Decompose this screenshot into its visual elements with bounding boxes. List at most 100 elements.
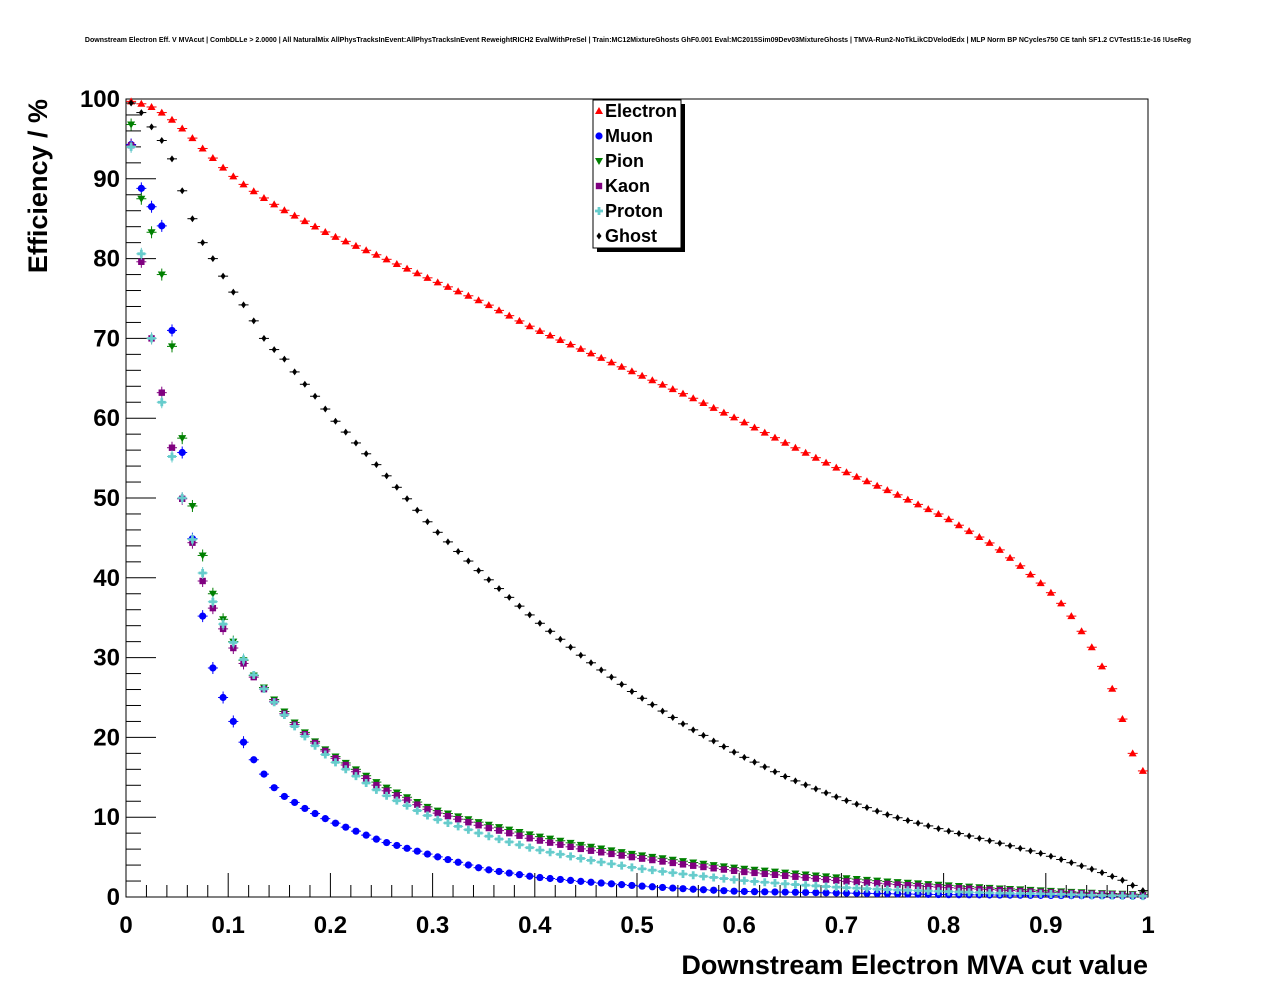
data-point (127, 142, 136, 151)
data-point (782, 773, 788, 781)
data-point (1027, 847, 1033, 855)
y-tick-label: 80 (93, 246, 120, 273)
data-point (628, 853, 636, 861)
data-point (423, 811, 432, 820)
data-point (1087, 891, 1096, 900)
data-point (465, 819, 472, 826)
data-point (741, 868, 748, 876)
data-point (719, 874, 728, 883)
data-point (1077, 627, 1086, 635)
x-tick-label: 0.7 (825, 912, 858, 939)
data-point (709, 403, 718, 411)
data-point (833, 793, 839, 801)
legend-label-ghost: Ghost (605, 226, 657, 246)
data-point (873, 885, 882, 894)
data-point (280, 206, 289, 214)
data-point (454, 287, 463, 295)
data-point (168, 326, 176, 335)
data-point (372, 785, 381, 794)
x-tick-label: 0.3 (416, 912, 449, 939)
data-point (628, 881, 636, 890)
data-point (332, 755, 339, 762)
x-tick-label: 0 (119, 912, 132, 939)
y-tick-label: 90 (93, 166, 120, 193)
data-point (803, 781, 809, 789)
data-point (311, 741, 320, 750)
data-point (760, 878, 769, 887)
data-point (1108, 891, 1117, 900)
data-point (209, 604, 217, 612)
data-point (137, 99, 146, 107)
data-point (363, 450, 369, 458)
data-point (914, 500, 923, 508)
data-point (975, 888, 984, 897)
data-point (392, 796, 401, 805)
data-point (127, 121, 136, 129)
data-point (403, 796, 411, 804)
data-point (690, 862, 697, 869)
data-point (587, 878, 595, 886)
data-point (678, 389, 687, 397)
data-point (893, 490, 902, 498)
data-point (678, 870, 687, 879)
data-point (987, 837, 993, 845)
data-point (169, 155, 175, 163)
data-point (700, 863, 707, 871)
data-point (547, 627, 553, 635)
data-point (178, 448, 186, 457)
data-point (965, 527, 974, 535)
data-point (219, 620, 228, 629)
y-tick-label: 100 (80, 86, 120, 113)
data-point (965, 888, 974, 897)
data-point (208, 597, 217, 606)
data-point (924, 886, 933, 895)
data-point (597, 353, 606, 361)
data-point (1026, 889, 1035, 898)
data-point (149, 123, 155, 131)
data-point (219, 693, 227, 702)
data-point (1108, 684, 1117, 692)
legend-label-kaon: Kaon (605, 176, 650, 196)
data-point (711, 737, 717, 745)
data-point (854, 800, 860, 808)
data-point (883, 486, 892, 494)
data-point (770, 879, 779, 888)
legend-box (592, 99, 682, 249)
data-point (230, 288, 236, 296)
data-point (525, 831, 534, 839)
data-point (404, 495, 410, 503)
data-point (883, 890, 891, 898)
data-point (1119, 876, 1125, 884)
data-point (464, 291, 473, 299)
data-point (822, 458, 831, 466)
data-point (638, 855, 646, 862)
data-point (649, 701, 655, 709)
data-point (762, 763, 768, 771)
data-point (384, 472, 390, 480)
data-point (259, 193, 268, 201)
data-point (822, 889, 830, 897)
legend-label-pion: Pion (605, 151, 644, 171)
data-point (270, 784, 278, 792)
data-point (935, 825, 941, 833)
x-tick-label: 0.6 (723, 912, 756, 939)
data-point (669, 859, 676, 867)
data-point (812, 889, 820, 897)
data-point (864, 804, 870, 812)
data-point (566, 839, 575, 847)
data-point (178, 124, 187, 132)
data-point (608, 850, 615, 858)
data-point (424, 518, 430, 526)
data-point (188, 502, 197, 510)
data-point (588, 659, 594, 667)
data-point (198, 569, 207, 578)
data-point (802, 874, 809, 881)
data-point (731, 748, 737, 756)
data-point (1138, 766, 1147, 774)
data-point (167, 343, 176, 351)
data-point (903, 495, 912, 503)
data-point (239, 180, 248, 188)
data-point (924, 505, 933, 513)
data-point (1058, 855, 1064, 863)
data-point (178, 494, 187, 502)
